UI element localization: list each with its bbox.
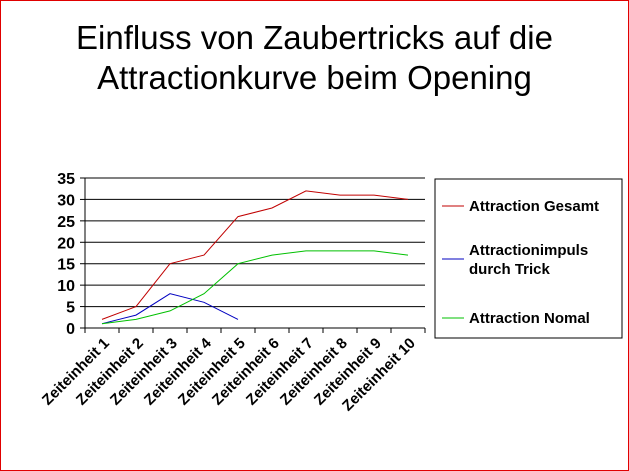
- legend-box: [434, 178, 623, 339]
- y-tick-label: 5: [66, 300, 75, 317]
- legend-label-2: durch Trick: [469, 261, 551, 278]
- series-lines: [101, 190, 409, 325]
- axes: [84, 178, 425, 329]
- series-line-1: [101, 190, 409, 320]
- legend-label-2: Attractionimpuls: [469, 242, 588, 259]
- y-tick-label: 25: [57, 214, 75, 231]
- chart-title-line-1: Einfluss von Zaubertricks auf die: [76, 19, 553, 56]
- y-tick-label: 10: [57, 278, 75, 295]
- legend-label-3: Attraction Nomal: [469, 310, 590, 327]
- y-tick-label: 0: [66, 321, 75, 338]
- y-tick-label: 35: [57, 171, 75, 188]
- series-line-3: [101, 250, 409, 325]
- series-line-2: [101, 293, 239, 325]
- y-tick-label: 15: [57, 257, 75, 274]
- y-tick-label: 30: [57, 192, 75, 209]
- legend-label-1: Attraction Gesamt: [469, 198, 599, 215]
- gridlines: [85, 177, 425, 308]
- y-axis-ticks: 0 5 10 15 20 25 30 35: [57, 171, 85, 338]
- y-tick-label: 20: [57, 235, 75, 252]
- legend: Attraction Gesamt Attractionimpuls durch T…: [434, 178, 623, 339]
- chart-title-line-2: Attractionkurve beim Opening: [97, 59, 532, 96]
- chart-title: Einfluss von Zaubertricks auf die Attrac…: [0, 18, 629, 98]
